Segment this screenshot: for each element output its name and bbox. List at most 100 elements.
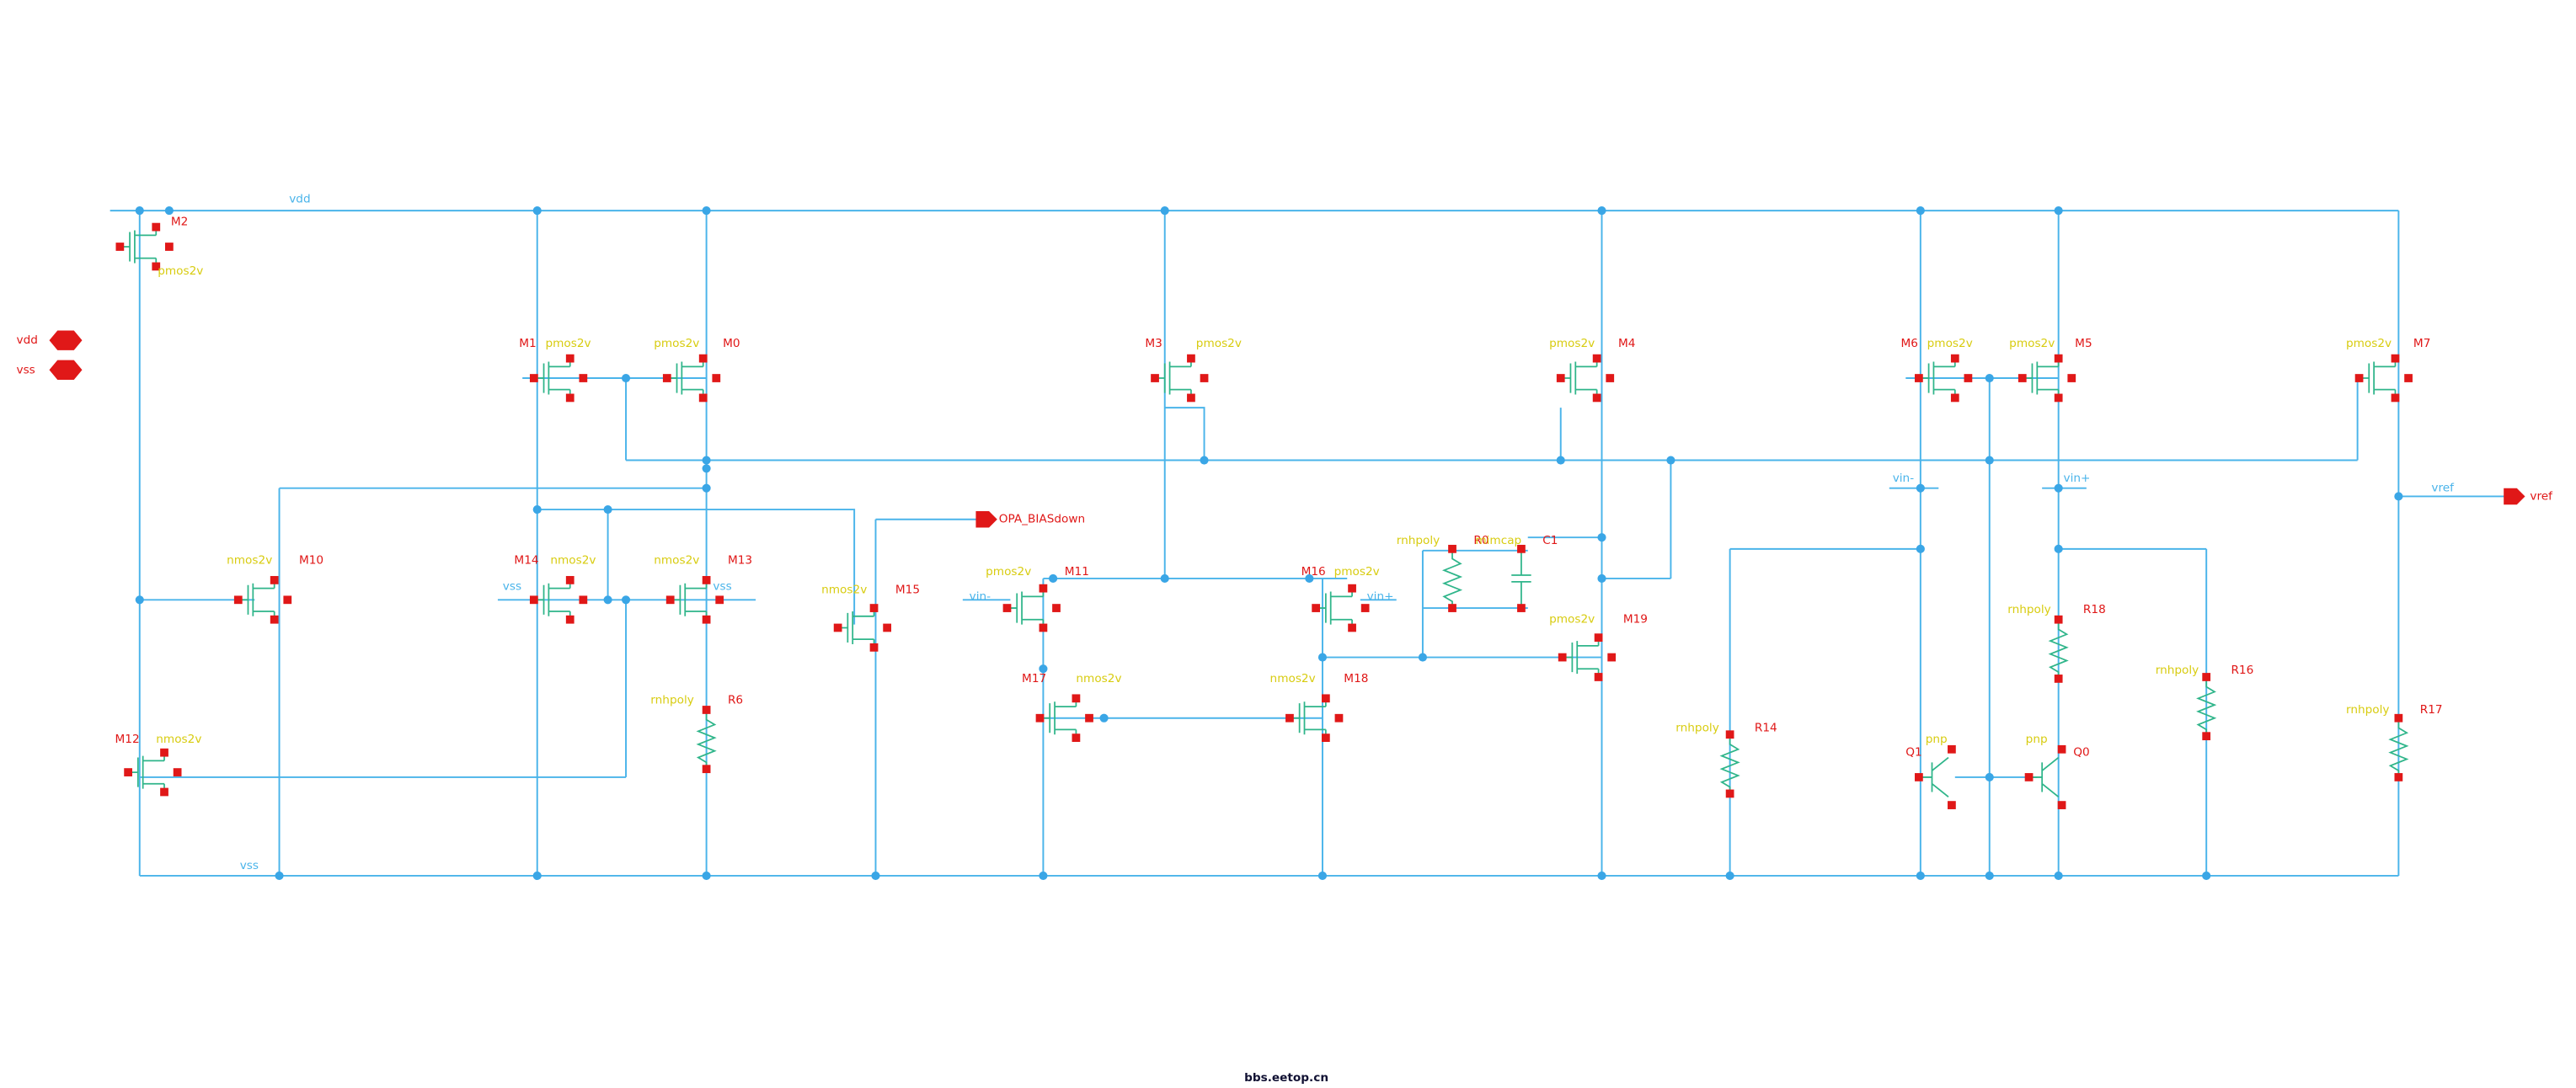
component-name: R6 [728, 693, 743, 707]
pin-label: vdd [17, 333, 38, 347]
net-label: vref [2431, 482, 2455, 495]
component-name: M0 [723, 337, 740, 350]
pin [1606, 374, 1615, 382]
pin [160, 748, 168, 757]
pin [662, 374, 671, 382]
junction [603, 595, 612, 605]
watermark: bbs.eetop.cn [1244, 1071, 1328, 1085]
pin [165, 243, 174, 251]
pin [1594, 673, 1603, 681]
pin [529, 595, 538, 605]
net-label: vin+ [2064, 472, 2091, 485]
component: R18 rnhpoly [2007, 603, 2106, 683]
resistor [1719, 734, 1740, 794]
pin [702, 615, 711, 624]
component-name: M19 [1623, 613, 1648, 627]
pin [1725, 789, 1734, 798]
pin [2054, 393, 2063, 403]
pin [2018, 374, 2027, 382]
pin-symbol [49, 330, 83, 350]
pin [2404, 374, 2413, 382]
junction [702, 871, 711, 881]
mosfet [537, 579, 571, 620]
component-name: M16 [1301, 565, 1326, 579]
mosfet [1010, 588, 1045, 628]
junction [1099, 713, 1109, 723]
junction [1985, 871, 1994, 881]
component-name: R17 [2420, 703, 2443, 717]
component: R17 rnhpoly [2346, 703, 2443, 781]
mosfet [1292, 698, 1327, 739]
net-label: vdd [289, 192, 310, 205]
mosfet [2362, 358, 2397, 398]
mosfet [123, 227, 158, 267]
component-model: nmos2v [156, 733, 201, 746]
mosfet [537, 358, 571, 398]
pin [124, 768, 132, 776]
junction [2054, 206, 2063, 216]
component: M6 pmos2v [1900, 337, 1973, 403]
junction [1418, 653, 1427, 662]
pin [2391, 354, 2400, 363]
pin [1072, 694, 1081, 703]
component-model: pmos2v [2346, 337, 2392, 350]
junction [275, 871, 284, 881]
component-name: M2 [171, 216, 188, 229]
junction [702, 464, 711, 473]
component-model: pmos2v [1334, 565, 1380, 579]
component-model: rnhpoly [2346, 703, 2390, 717]
mosfet [1921, 358, 1956, 398]
pin-symbol [2504, 488, 2525, 505]
resistor [696, 709, 717, 770]
component-model: mimcap [1475, 534, 1521, 547]
pin [1052, 604, 1061, 612]
pin [2024, 773, 2034, 781]
component-model: pmos2v [1927, 337, 1973, 350]
component: R14 rnhpoly [1675, 721, 1777, 798]
junction [532, 206, 542, 216]
junction [1666, 456, 1675, 465]
pin [1348, 584, 1356, 593]
pin [1948, 801, 1956, 809]
junction [1317, 871, 1328, 881]
pin-symbol [975, 510, 997, 528]
pin [1285, 713, 1294, 723]
junction [702, 456, 711, 465]
pin [1950, 354, 1959, 363]
pin [1312, 604, 1321, 612]
component: M2 pmos2v [115, 216, 203, 278]
net-label: vin- [1893, 472, 1915, 485]
component-model: pmos2v [654, 337, 699, 350]
mosfet [673, 579, 708, 620]
component-name: M5 [2075, 337, 2092, 350]
pin [283, 595, 292, 605]
component: C1 mimcap [1475, 534, 1558, 612]
pin [698, 354, 708, 363]
component-model: rnhpoly [2156, 664, 2199, 677]
pin [869, 604, 879, 612]
pin [2057, 801, 2066, 809]
component-name: R16 [2231, 664, 2253, 677]
component-name: M6 [1900, 337, 1917, 350]
mosfet [131, 752, 165, 792]
pin [565, 354, 575, 363]
component-model: rnhpoly [650, 693, 694, 707]
pin [665, 595, 675, 605]
junction [2054, 871, 2063, 881]
component: Q0 pnp [2024, 733, 2090, 809]
resistor [2388, 717, 2409, 777]
component-name: R14 [1755, 721, 1777, 734]
component-model: nmos2v [821, 584, 867, 597]
pin [1035, 713, 1045, 723]
junction [532, 871, 542, 881]
junction [1985, 456, 1994, 465]
pin [883, 623, 892, 632]
junction [621, 595, 631, 605]
pin [2394, 713, 2403, 723]
pin [1360, 604, 1370, 612]
component: M3 pmos2v [1145, 337, 1242, 403]
net-label: vref [2530, 489, 2553, 503]
component-model: nmos2v [1270, 672, 1316, 685]
junction [164, 206, 174, 216]
pin [1594, 633, 1603, 643]
